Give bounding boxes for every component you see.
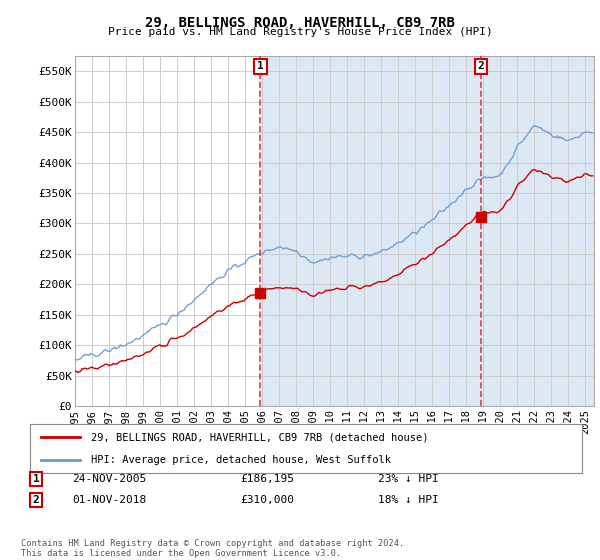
Text: 2: 2 <box>477 62 484 72</box>
Text: 2: 2 <box>32 495 40 505</box>
Text: 18% ↓ HPI: 18% ↓ HPI <box>378 495 439 505</box>
Text: 29, BELLINGS ROAD, HAVERHILL, CB9 7RB: 29, BELLINGS ROAD, HAVERHILL, CB9 7RB <box>145 16 455 30</box>
Text: 24-NOV-2005: 24-NOV-2005 <box>72 474 146 484</box>
Text: £310,000: £310,000 <box>240 495 294 505</box>
Text: £186,195: £186,195 <box>240 474 294 484</box>
Text: Price paid vs. HM Land Registry's House Price Index (HPI): Price paid vs. HM Land Registry's House … <box>107 27 493 37</box>
Text: 01-NOV-2018: 01-NOV-2018 <box>72 495 146 505</box>
Text: 1: 1 <box>257 62 264 72</box>
Text: Contains HM Land Registry data © Crown copyright and database right 2024.: Contains HM Land Registry data © Crown c… <box>21 539 404 548</box>
Text: This data is licensed under the Open Government Licence v3.0.: This data is licensed under the Open Gov… <box>21 549 341 558</box>
Text: 23% ↓ HPI: 23% ↓ HPI <box>378 474 439 484</box>
Text: 1: 1 <box>32 474 40 484</box>
Bar <box>260 56 600 406</box>
Text: HPI: Average price, detached house, West Suffolk: HPI: Average price, detached house, West… <box>91 455 391 465</box>
Text: 29, BELLINGS ROAD, HAVERHILL, CB9 7RB (detached house): 29, BELLINGS ROAD, HAVERHILL, CB9 7RB (d… <box>91 432 428 442</box>
